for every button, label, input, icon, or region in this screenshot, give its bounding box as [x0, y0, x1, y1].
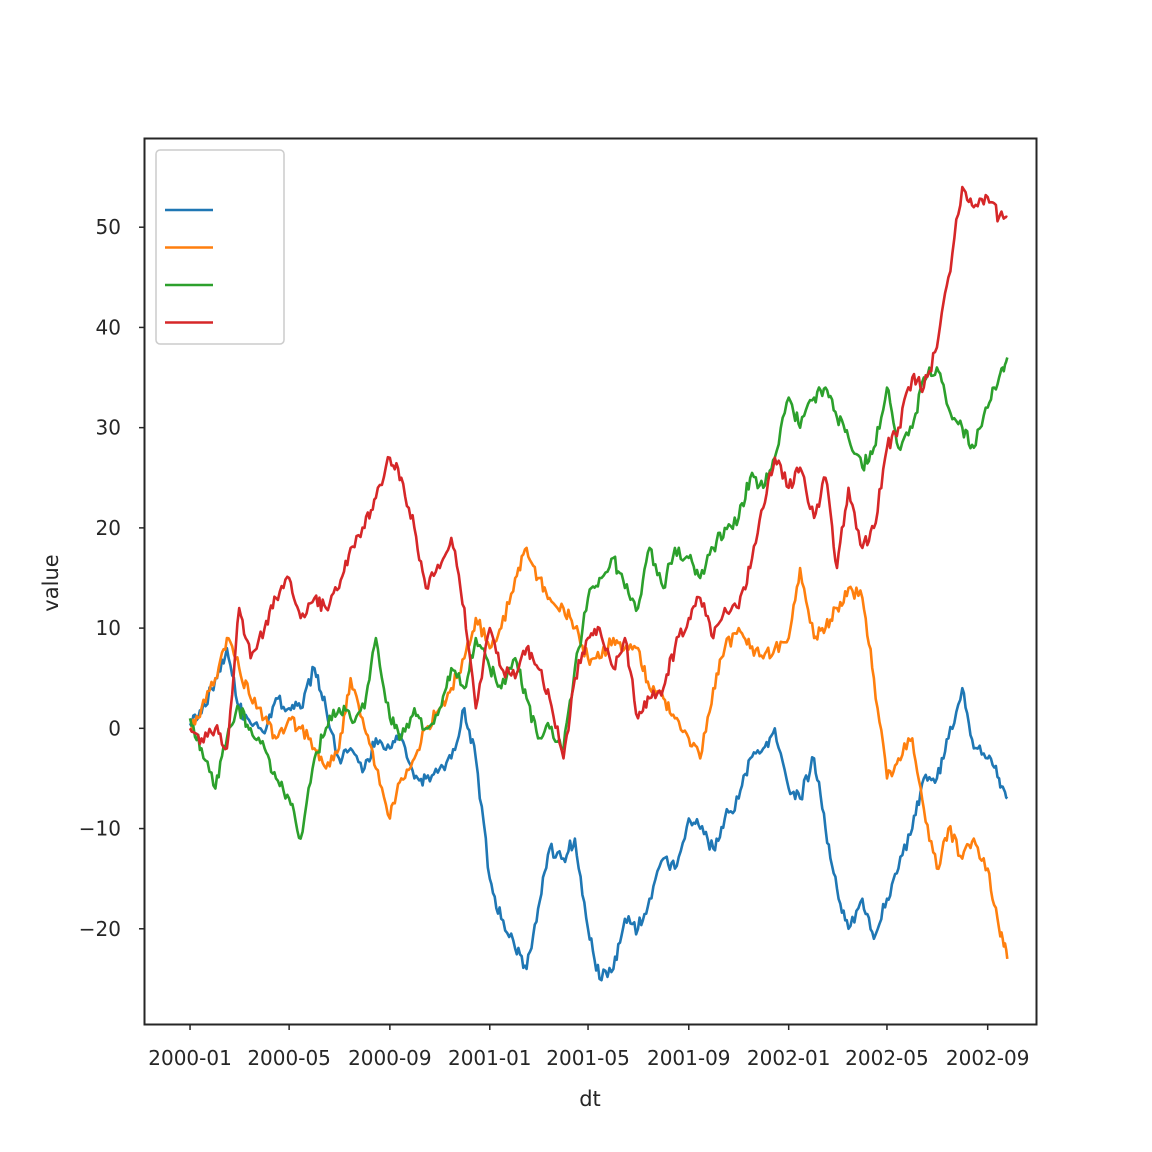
x-tick-labels: 2000-01 2000-05 2000-09 2001-01 2001-05 2001-… — [148, 1024, 1029, 1070]
y-tick-label: 10 — [96, 616, 121, 640]
y-tick-labels: −20 −10 0 10 20 30 40 50 — [79, 215, 145, 941]
x-tick-label: 2001-09 — [647, 1046, 731, 1070]
plot-frame — [143, 137, 1038, 1026]
y-tick-label: 30 — [96, 416, 121, 440]
series-line-4 — [188, 185, 1008, 760]
legend-box — [155, 149, 285, 345]
x-tick-label: 2001-05 — [546, 1046, 630, 1070]
y-axis-label: value — [39, 554, 63, 611]
y-tick-label: 50 — [96, 215, 121, 239]
legend — [155, 149, 285, 345]
legend-entries — [165, 208, 213, 324]
x-tick-label: 2002-01 — [747, 1046, 831, 1070]
y-tick-label: −20 — [79, 917, 121, 941]
x-tick-label: 2000-01 — [148, 1046, 232, 1070]
y-tick-label: 20 — [96, 516, 121, 540]
x-tick-label: 2002-05 — [845, 1046, 929, 1070]
x-tick-label: 2002-09 — [946, 1046, 1030, 1070]
x-tick-label: 2000-05 — [247, 1046, 331, 1070]
x-tick-label: 2001-01 — [448, 1046, 532, 1070]
y-tick-label: 0 — [108, 716, 121, 740]
series-line-1 — [188, 646, 1009, 982]
y-tick-label: −10 — [79, 817, 121, 841]
x-tick-label: 2000-09 — [348, 1046, 432, 1070]
x-axis-label: dt — [579, 1087, 601, 1111]
series-layer — [188, 185, 1009, 982]
y-tick-label: 40 — [96, 315, 121, 339]
series-line-2 — [189, 546, 1009, 960]
series-line-3 — [188, 357, 1009, 840]
